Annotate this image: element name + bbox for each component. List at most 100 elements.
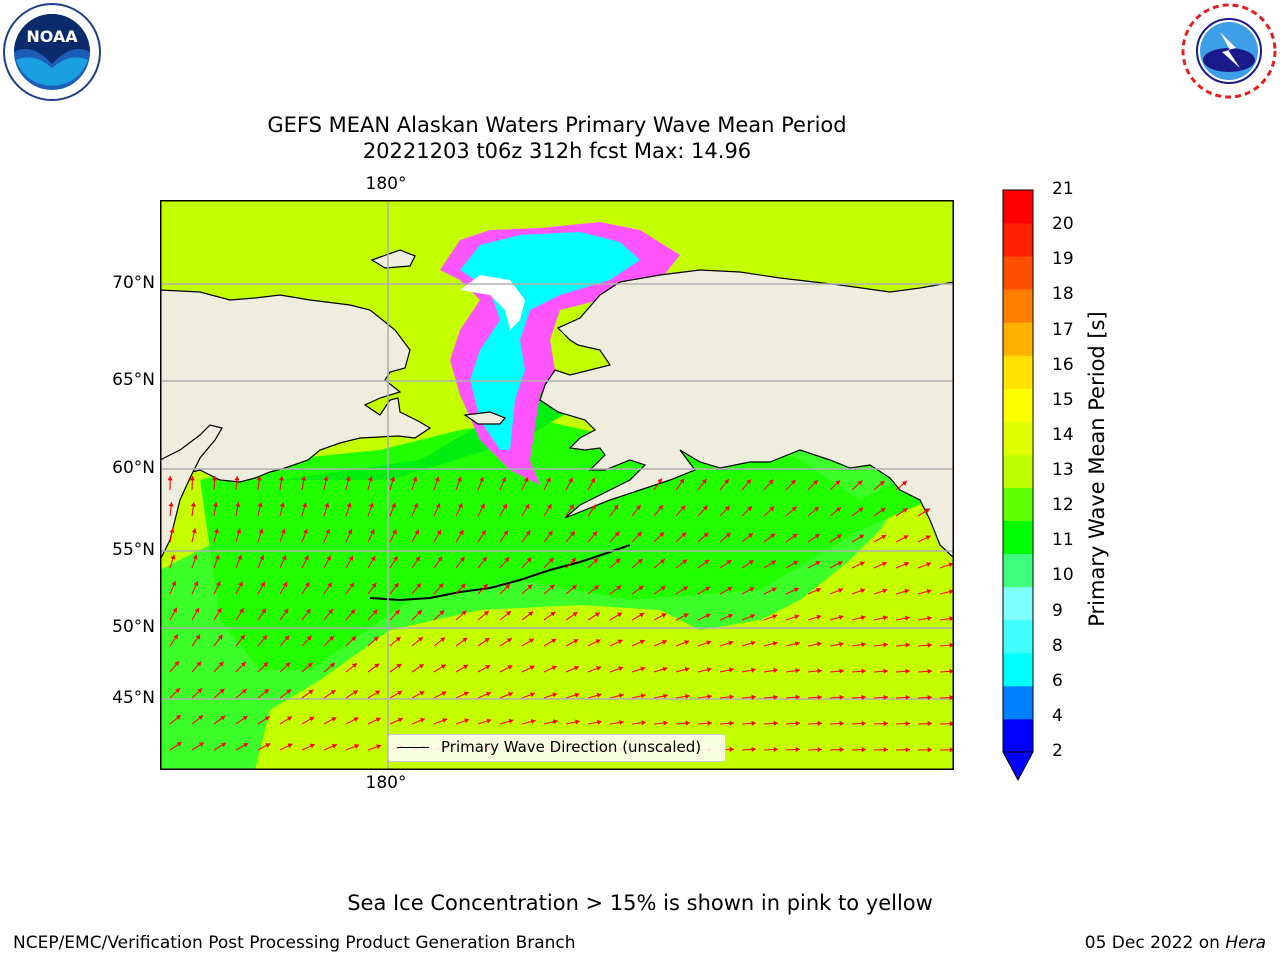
wave-arrow-head (280, 528, 286, 534)
wave-arrow-head (748, 560, 754, 565)
wave-arrow-head (546, 504, 552, 510)
wave-arrow-head (305, 608, 311, 614)
wave-arrow-head (859, 534, 865, 540)
wave-arrow-head (458, 530, 464, 536)
wave-arrow-head (283, 608, 289, 614)
svg-text:NOAA: NOAA (26, 27, 78, 46)
wave-arrow-head (883, 720, 888, 727)
wave-arrow-head (287, 743, 293, 749)
wave-arrow-head (176, 742, 182, 747)
land-wrangel-island (370, 249, 416, 269)
wave-arrow-head (614, 531, 620, 537)
wave-arrow-head (237, 555, 243, 560)
wave-arrow-head (816, 641, 822, 647)
wave-arrow-head (572, 612, 578, 617)
wave-arrow-head (727, 613, 733, 619)
wave-arrow-head (170, 554, 176, 560)
wave-arrow-head (347, 529, 353, 535)
wave-arrow-head (257, 502, 263, 508)
colorbar-segment (1003, 355, 1033, 389)
wave-arrow-head (746, 479, 752, 485)
wave-arrow-head (706, 640, 712, 646)
wave-arrow-head (279, 502, 285, 508)
wave-arrow-head (817, 720, 822, 726)
wave-arrow-head (217, 634, 223, 640)
colorbar-tick-label: 10 (1052, 565, 1074, 586)
wave-arrow-head (551, 665, 557, 671)
wave-arrow-head (214, 528, 219, 534)
wave-arrow-head (329, 636, 334, 641)
wave-arrow-head (618, 693, 624, 699)
wave-arrow-head (635, 505, 641, 510)
nws-logo (1181, 3, 1277, 99)
wave-arrow-head (702, 505, 708, 511)
noaa-logo: NOAA (3, 3, 101, 101)
wave-arrow-head (216, 608, 222, 614)
wave-arrow-head (661, 613, 667, 618)
wave-arrow-head (927, 721, 932, 727)
lat-tick-60: 60°N (112, 458, 155, 478)
colorbar-border (1002, 189, 1034, 753)
wave-arrow-head (772, 641, 778, 647)
wave-arrow-head (795, 720, 800, 726)
wave-arrow-head (817, 694, 822, 700)
aleutian-islands (369, 544, 631, 602)
wave-arrow-head (861, 641, 866, 648)
wave-arrow-head (835, 480, 841, 486)
wave-arrow-head (817, 746, 822, 753)
wave-arrow-head (482, 557, 487, 563)
wave-arrow-head (772, 614, 778, 620)
wave-arrow-head (189, 476, 195, 481)
colorbar-extend-triangle (1002, 751, 1034, 782)
wave-arrow-head (418, 664, 424, 669)
wave-arrow-head (682, 586, 688, 592)
wave-arrow-head (264, 716, 270, 721)
wave-arrow-head (948, 589, 954, 595)
wave-arrow-head (212, 476, 218, 481)
wave-arrow-head (905, 694, 910, 700)
wave-arrow-head (858, 507, 864, 513)
wave-arrow-head (949, 616, 954, 622)
wave-arrow-head (904, 561, 909, 567)
wave-arrow-head (836, 534, 842, 539)
wave-arrow-head (393, 556, 398, 562)
wave-arrow-head (348, 555, 354, 561)
wave-arrow-head (815, 587, 821, 593)
wave-arrow-head (375, 717, 381, 723)
wave-arrow-head (751, 694, 756, 700)
wave-arrow-head (617, 612, 623, 618)
wave-arrow-head (901, 481, 907, 486)
wave-arrow-head (547, 530, 553, 536)
wave-arrow-head (927, 668, 932, 674)
wave-arrow-head (905, 615, 910, 621)
wave-arrow-head (417, 637, 423, 642)
wave-arrow-head (548, 557, 554, 563)
colorbar-segment (1003, 586, 1033, 621)
wave-arrow-head (791, 506, 797, 512)
wave-arrow-head (506, 638, 512, 643)
wave-arrow-head (684, 640, 690, 645)
wave-arrow-head (345, 476, 351, 482)
wave-arrow-head (596, 692, 602, 698)
map-legend: Primary Wave Direction (unscaled) (388, 734, 726, 762)
wave-arrow-head (839, 641, 844, 647)
wave-arrow-head (368, 502, 374, 508)
wave-arrow-head (327, 582, 332, 588)
wave-arrow-head (657, 478, 662, 484)
wave-arrow-head (501, 477, 507, 483)
colorbar-segment (1003, 256, 1033, 290)
wave-arrow-head (568, 477, 573, 483)
colorbar-segment (1003, 520, 1033, 555)
colorbar-segment (1003, 421, 1033, 455)
wave-arrow-head (861, 720, 866, 727)
colorbar-tick-label: 12 (1052, 495, 1074, 516)
wave-arrow-head (392, 529, 397, 535)
wave-arrow-head (813, 507, 819, 512)
wave-arrow-head (795, 746, 800, 753)
wave-arrow-head (881, 561, 887, 567)
wave-arrow-head (573, 665, 579, 671)
wave-arrow-head (949, 747, 954, 753)
wave-arrow-head (704, 559, 710, 565)
wave-arrow-head (308, 689, 314, 695)
wave-arrow-head (260, 581, 265, 587)
